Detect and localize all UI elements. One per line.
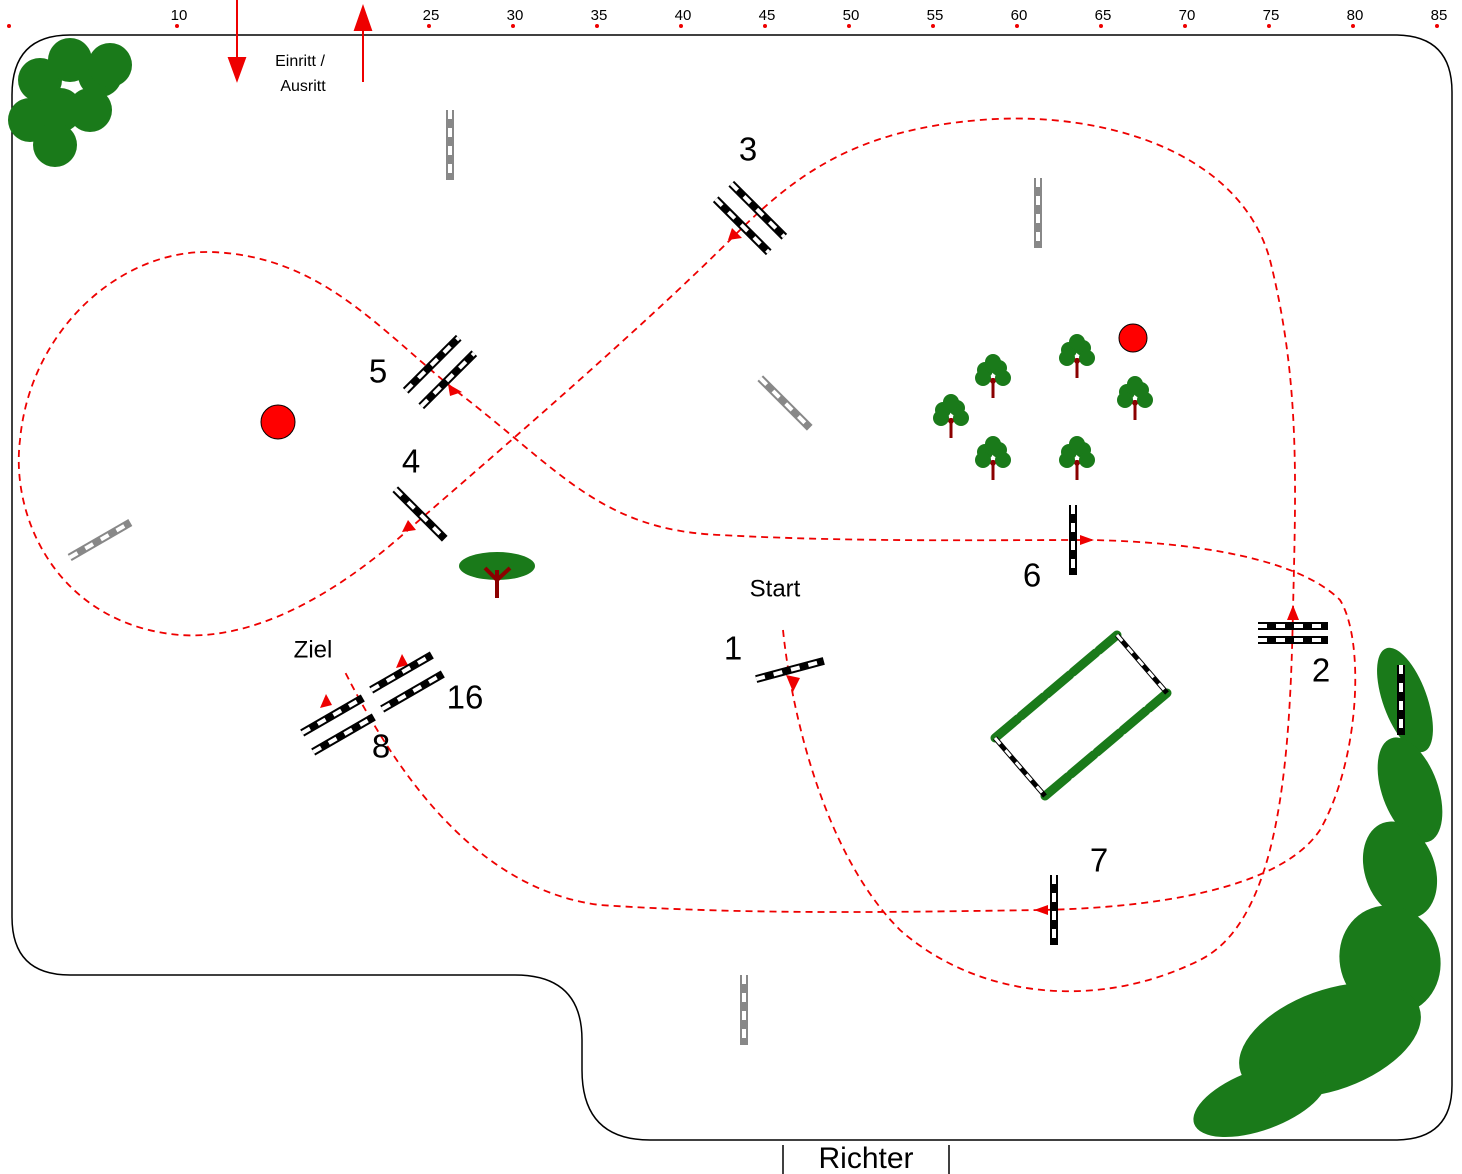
entrance-arrows bbox=[227, 0, 373, 83]
scale-dot bbox=[511, 24, 515, 28]
tree-crown bbox=[943, 394, 959, 410]
pole-stripe bbox=[312, 715, 375, 754]
pole-stripe bbox=[381, 672, 444, 711]
water-ditch bbox=[990, 630, 1172, 801]
entrance-label: Ausritt bbox=[280, 78, 326, 95]
scale-label: 25 bbox=[423, 7, 440, 24]
tree-crown bbox=[459, 552, 535, 580]
arena bbox=[11, 34, 1453, 1141]
tree-crown bbox=[975, 452, 991, 468]
pole-stripe bbox=[714, 197, 771, 254]
bush bbox=[88, 43, 132, 87]
tree-crown bbox=[985, 436, 1001, 452]
scale-dot bbox=[1099, 24, 1103, 28]
scale-label: 35 bbox=[591, 7, 608, 24]
pole-stripe bbox=[393, 487, 447, 541]
turn-marker bbox=[260, 404, 296, 440]
pole-stripe bbox=[301, 696, 364, 735]
hedge bbox=[1377, 737, 1443, 843]
tree-trunk bbox=[483, 566, 512, 598]
turn-marker bbox=[1118, 323, 1148, 353]
scale-label: 75 bbox=[1263, 7, 1280, 24]
scale-label: 45 bbox=[759, 7, 776, 24]
scale-label: 80 bbox=[1347, 7, 1364, 24]
start-label: Start bbox=[750, 575, 801, 602]
jump-number: 8 bbox=[372, 728, 390, 765]
pole-stripe bbox=[419, 351, 476, 408]
scale-label: 55 bbox=[927, 7, 944, 24]
pole-stripe bbox=[755, 659, 825, 681]
tree-crown bbox=[1127, 376, 1143, 392]
scale-dot bbox=[931, 24, 935, 28]
scale-dot bbox=[763, 24, 767, 28]
jump-number: 4 bbox=[402, 443, 420, 480]
pole-stripe bbox=[404, 336, 461, 393]
scale-dot bbox=[1183, 24, 1187, 28]
jump-number: 5 bbox=[369, 353, 387, 390]
jump-number: 16 bbox=[447, 679, 484, 716]
finish-label: Ziel bbox=[294, 636, 333, 663]
scale-dot bbox=[7, 24, 11, 28]
scale-label: 30 bbox=[507, 7, 524, 24]
tree-crown bbox=[1059, 350, 1075, 366]
tree-crown bbox=[985, 354, 1001, 370]
tree-crown bbox=[933, 410, 949, 426]
scale-dot bbox=[175, 24, 179, 28]
jump-number: 7 bbox=[1090, 842, 1108, 879]
scale-dot bbox=[847, 24, 851, 28]
obstacles bbox=[67, 110, 1405, 1045]
bush bbox=[33, 123, 77, 167]
scale-label: 60 bbox=[1011, 7, 1028, 24]
course-route bbox=[17, 117, 1357, 993]
jump-number: 6 bbox=[1023, 557, 1041, 594]
tree-crown bbox=[995, 370, 1011, 386]
jump-number: 2 bbox=[1312, 652, 1330, 689]
tree-crown bbox=[1079, 452, 1095, 468]
scale-dot bbox=[595, 24, 599, 28]
pole-stripe bbox=[758, 376, 812, 430]
bush bbox=[68, 88, 112, 132]
jump-number: 3 bbox=[739, 131, 757, 168]
scale-dot bbox=[1267, 24, 1271, 28]
tree-crown bbox=[1117, 392, 1133, 408]
tree-crown bbox=[1137, 392, 1153, 408]
pole-stripe bbox=[729, 182, 786, 239]
vegetation bbox=[8, 38, 1443, 1137]
scale-dot bbox=[1015, 24, 1019, 28]
scale-label: 70 bbox=[1179, 7, 1196, 24]
pole-stripe bbox=[68, 520, 132, 560]
scale-label: 50 bbox=[843, 7, 860, 24]
scale-dot bbox=[679, 24, 683, 28]
tree-crown bbox=[995, 452, 1011, 468]
jump-number: 1 bbox=[724, 630, 742, 667]
tree-crown bbox=[1059, 452, 1075, 468]
entrance-label: Einritt / bbox=[275, 53, 325, 70]
pole-stripe bbox=[370, 653, 433, 692]
tree-crown bbox=[975, 370, 991, 386]
judge-label: Richter bbox=[818, 1142, 913, 1174]
judge-box bbox=[782, 1145, 950, 1174]
scale-label: 10 bbox=[171, 7, 188, 24]
scale-label: 40 bbox=[675, 7, 692, 24]
scale-label: 65 bbox=[1095, 7, 1112, 24]
tree-crown bbox=[1069, 436, 1085, 452]
tree-crown bbox=[1079, 350, 1095, 366]
scale-dot bbox=[1351, 24, 1355, 28]
scale-dot bbox=[427, 24, 431, 28]
tree-crown bbox=[953, 410, 969, 426]
scale-dot bbox=[1435, 24, 1439, 28]
hedge bbox=[1362, 821, 1438, 919]
scale-label: 85 bbox=[1431, 7, 1448, 24]
tree-crown bbox=[1069, 334, 1085, 350]
hedge bbox=[1193, 1063, 1327, 1137]
